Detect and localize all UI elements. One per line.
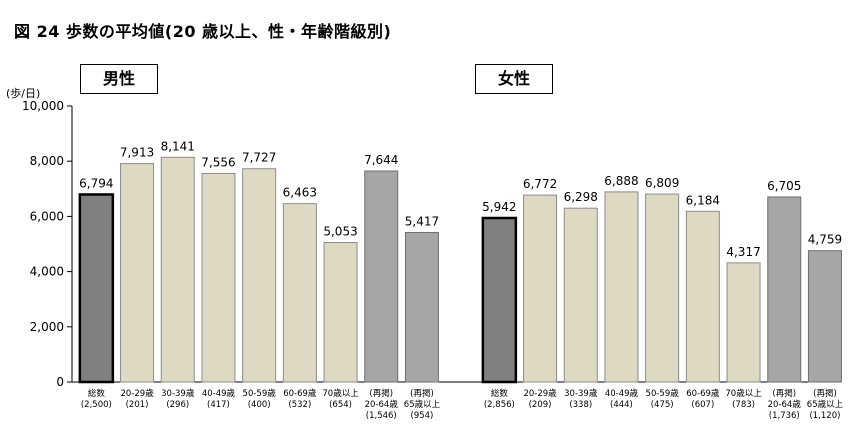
x-category-label: 20-64歳: [768, 399, 802, 410]
data-label: 6,184: [686, 193, 720, 207]
chart-title: 図 24 歩数の平均値(20 歳以上、性・年齢階級別): [14, 22, 392, 41]
x-category-label: 70歳以上: [322, 388, 359, 399]
x-category-count: (2,856): [484, 400, 515, 410]
x-category-label: (再掲): [369, 388, 393, 399]
data-label: 6,298: [564, 190, 598, 204]
x-category-count: (532): [288, 400, 311, 410]
y-axis-tick-label: 4,000: [30, 265, 64, 279]
panel-label-female: 女性: [475, 64, 553, 94]
x-category-label: 30-39歳: [564, 388, 598, 399]
x-category-label: 50-59歳: [646, 388, 680, 399]
bar: [523, 194, 558, 383]
x-category-count: (2,500): [81, 400, 112, 410]
data-label: 4,759: [808, 233, 842, 247]
bar: [201, 172, 236, 383]
x-category-label: 20-64歳: [365, 399, 399, 410]
bar: [242, 168, 277, 383]
x-category-label: 60-69歳: [283, 388, 317, 399]
y-axis-tick-label: 8,000: [30, 154, 64, 168]
bar: [364, 170, 399, 383]
bar: [120, 163, 155, 383]
x-category-count: (296): [166, 400, 189, 410]
x-category-count: (201): [126, 400, 149, 410]
x-category-count: (1,120): [809, 411, 840, 421]
data-label: 5,942: [482, 200, 516, 214]
y-axis-tick-label: 6,000: [30, 209, 64, 223]
data-label: 7,556: [201, 155, 235, 169]
bar: [807, 250, 842, 383]
data-label: 6,809: [645, 176, 679, 190]
x-category-label: 70歳以上: [725, 388, 762, 399]
x-category-count: (783): [732, 400, 755, 410]
x-category-count: (1,736): [769, 411, 800, 421]
x-category-label: 50-59歳: [243, 388, 277, 399]
data-label: 6,463: [283, 186, 317, 200]
y-axis-tick-label: 0: [56, 375, 64, 389]
y-axis-tick-label: 10,000: [22, 99, 64, 113]
bar: [645, 193, 680, 383]
bar: [563, 207, 598, 383]
x-category-label: 40-49歳: [605, 388, 639, 399]
bar: [404, 231, 439, 383]
x-category-label: 総数: [491, 388, 509, 399]
bar: [481, 216, 518, 384]
x-category-label: 総数: [88, 388, 106, 399]
x-category-label: 65歳以上: [807, 399, 844, 410]
data-label: 7,644: [364, 153, 398, 167]
x-category-count: (209): [529, 400, 552, 410]
panel-label-male: 男性: [80, 64, 158, 94]
bar: [323, 242, 358, 383]
data-label: 5,053: [323, 225, 357, 239]
bar: [160, 156, 195, 383]
bar: [78, 193, 115, 384]
x-category-count: (475): [651, 400, 674, 410]
data-label: 8,141: [161, 139, 195, 153]
data-label: 6,794: [79, 176, 113, 190]
x-category-count: (607): [691, 400, 714, 410]
x-category-label: 20-29歳: [120, 388, 154, 399]
x-category-label: (再掲): [813, 388, 837, 399]
data-label: 6,705: [767, 179, 801, 193]
data-label: 7,913: [120, 146, 154, 160]
x-category-count: (444): [610, 400, 633, 410]
bar: [685, 210, 720, 383]
x-category-label: 60-69歳: [686, 388, 720, 399]
bar: [726, 262, 761, 383]
data-label: 6,888: [604, 174, 638, 188]
x-category-label: 40-49歳: [202, 388, 236, 399]
data-label: 7,727: [242, 151, 276, 165]
x-category-label: (再掲): [772, 388, 796, 399]
bar: [767, 196, 802, 383]
x-category-label: 20-29歳: [523, 388, 557, 399]
x-category-count: (654): [329, 400, 352, 410]
x-category-count: (954): [411, 411, 434, 421]
data-label: 6,772: [523, 177, 557, 191]
x-category-label: 65歳以上: [404, 399, 441, 410]
x-category-count: (1,546): [366, 411, 397, 421]
x-category-count: (417): [207, 400, 230, 410]
bar: [604, 191, 639, 383]
x-category-label: (再掲): [410, 388, 434, 399]
y-axis-unit: (歩/日): [6, 87, 41, 100]
x-category-count: (400): [248, 400, 271, 410]
y-axis-tick-label: 2,000: [30, 320, 64, 334]
x-category-label: 30-39歳: [161, 388, 195, 399]
data-label: 5,417: [405, 214, 439, 228]
data-label: 4,317: [726, 245, 760, 259]
x-category-count: (338): [569, 400, 592, 410]
bar: [282, 203, 317, 383]
